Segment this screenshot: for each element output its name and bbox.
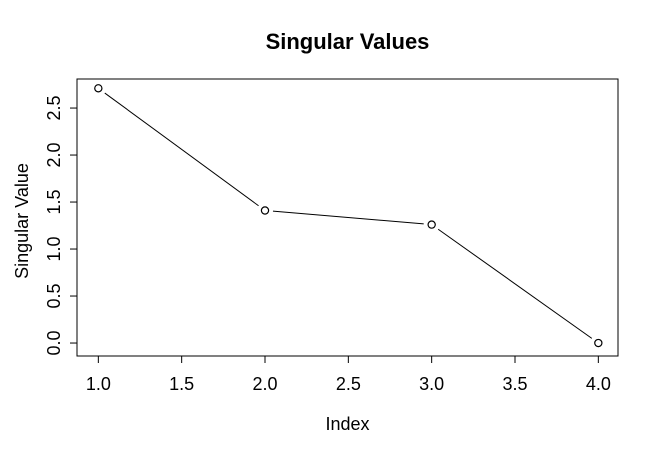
- data-point-marker: [594, 338, 603, 348]
- y-tick-label: 1.0: [44, 237, 64, 262]
- y-tick-label: 2.0: [44, 143, 64, 168]
- y-tick-label: 1.5: [44, 190, 64, 215]
- x-tick-label: 2.0: [252, 374, 277, 394]
- x-axis-label: Index: [325, 414, 370, 434]
- y-axis-label: Singular Value: [12, 163, 32, 279]
- y-tick-label: 0.0: [44, 331, 64, 356]
- series-segment: [437, 228, 593, 339]
- data-point-marker: [260, 206, 270, 215]
- x-tick-label: 4.0: [586, 374, 611, 394]
- x-tick-label: 2.5: [336, 374, 361, 394]
- chart-title: Singular Values: [265, 29, 430, 54]
- data-point-marker: [427, 220, 436, 229]
- x-tick-label: 3.0: [419, 374, 444, 394]
- series-segment: [272, 210, 424, 225]
- y-tick-label: 0.5: [44, 284, 64, 309]
- x-tick-label: 3.5: [502, 374, 527, 394]
- x-tick-label: 1.5: [169, 374, 194, 394]
- y-tick-label: 2.5: [44, 96, 64, 121]
- data-point-marker: [94, 84, 103, 93]
- x-tick-label: 1.0: [86, 374, 111, 394]
- series-segment: [104, 92, 259, 207]
- plot-box: [76, 78, 619, 357]
